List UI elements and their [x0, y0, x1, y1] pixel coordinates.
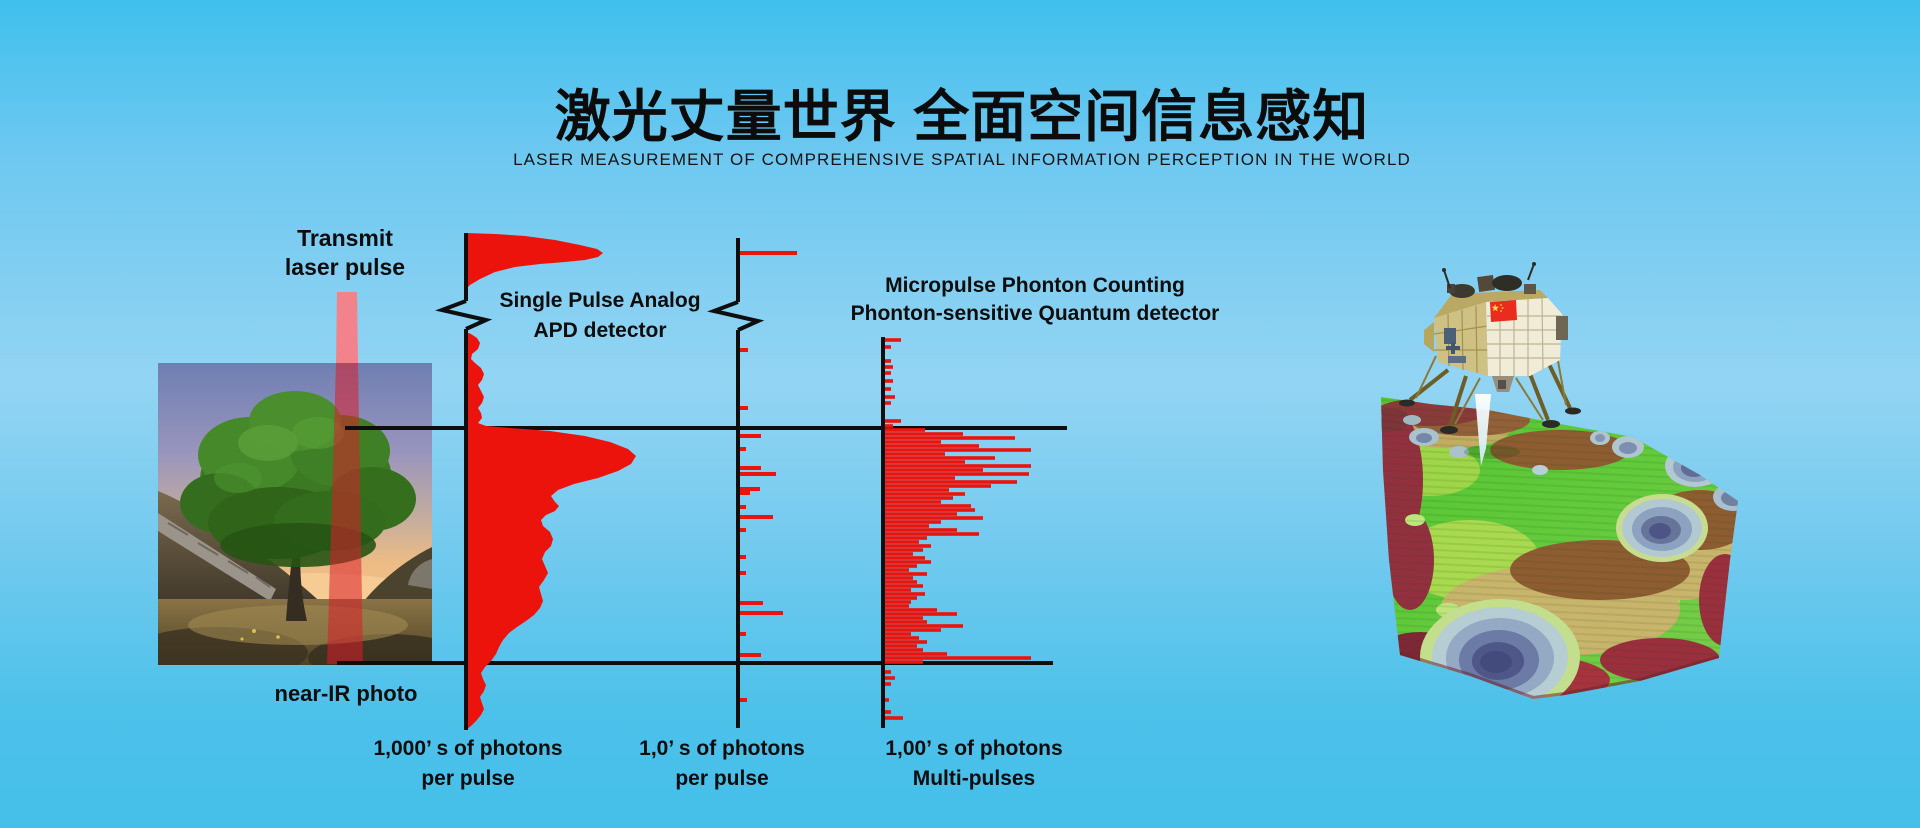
lander-side-instruments — [1424, 316, 1568, 363]
tree-trunk — [286, 535, 307, 621]
caption1-line2: per pulse — [421, 767, 515, 790]
right-mound — [364, 547, 432, 601]
lander-footpads — [1399, 399, 1581, 434]
axis-break-icon — [435, 299, 493, 331]
transmit-label-line1: Transmit — [297, 225, 393, 251]
wall-stones — [167, 522, 271, 588]
crater — [1449, 446, 1469, 458]
caption2-line2: per pulse — [675, 767, 769, 790]
flowers — [240, 629, 280, 641]
lander-laser-beam — [1475, 394, 1491, 466]
single-photon-bars — [738, 251, 797, 702]
crater — [1590, 431, 1610, 445]
right-rock — [408, 559, 432, 589]
micropulse-detector-label: Micropulse Phonton Counting Phonton-sens… — [810, 272, 1260, 328]
page-title: 激光丈量世界 全面空间信息感知 — [554, 85, 1370, 148]
time-axes — [464, 233, 885, 730]
lander-body-left — [1434, 302, 1488, 376]
caption-multi-photons: 1,00’ s of photons Multi-pulses — [854, 734, 1094, 794]
micropulse-label-line2: Phonton-sensitive Quantum detector — [850, 302, 1220, 325]
crater — [1612, 436, 1644, 458]
caption3-line1: 1,00’ s of photons — [885, 737, 1063, 760]
terrain-model — [1381, 262, 1738, 699]
transmit-laser-pulse-label: Transmit laser pulse — [245, 224, 445, 282]
near-ir-photo-label: near-IR photo — [274, 681, 418, 706]
apd-detector-label: Single Pulse Analog APD detector — [450, 286, 750, 346]
crater — [1665, 445, 1725, 487]
caption2-line1: 1,0’ s of photons — [639, 737, 805, 760]
crater — [1409, 428, 1439, 446]
chinese-flag — [1490, 300, 1517, 322]
analog-transmit-pulse — [466, 233, 603, 289]
analog-return-waveform — [466, 332, 636, 730]
caption-single-photons: 1,0’ s of photons per pulse — [602, 734, 842, 794]
laser-beam-sky — [336, 292, 358, 363]
laser-beam-overlay — [327, 363, 363, 664]
page-subtitle: LASER MEASUREMENT OF COMPREHENSIVE SPATI… — [513, 150, 1411, 169]
crater — [1713, 483, 1738, 511]
transmit-label-line2: laser pulse — [284, 254, 406, 280]
lunar-lander — [1399, 262, 1581, 466]
lander-engine-core — [1498, 380, 1506, 389]
multi-photon-bars — [883, 338, 1031, 720]
crater — [1532, 465, 1548, 475]
crater — [1403, 415, 1421, 425]
apd-label-line2: APD detector — [533, 319, 667, 342]
near-ir-photo — [158, 363, 432, 665]
axis-break-icon — [707, 300, 765, 332]
crater — [1616, 494, 1708, 562]
lander-grid-left — [1433, 305, 1489, 374]
lander-top-equipment — [1442, 262, 1536, 298]
caption3-line2: Multi-pulses — [912, 767, 1036, 790]
lander-shadow — [1464, 445, 1520, 459]
caption1-line1: 1,000’ s of photons — [373, 737, 563, 760]
caption-analog-photons: 1,000’ s of photons per pulse — [348, 734, 588, 794]
lander-grid-right — [1487, 297, 1561, 377]
crater — [1420, 599, 1580, 699]
apd-label-line1: Single Pulse Analog — [499, 289, 701, 312]
micropulse-label-line1: Micropulse Phonton Counting — [885, 274, 1185, 297]
crater — [1716, 462, 1738, 478]
